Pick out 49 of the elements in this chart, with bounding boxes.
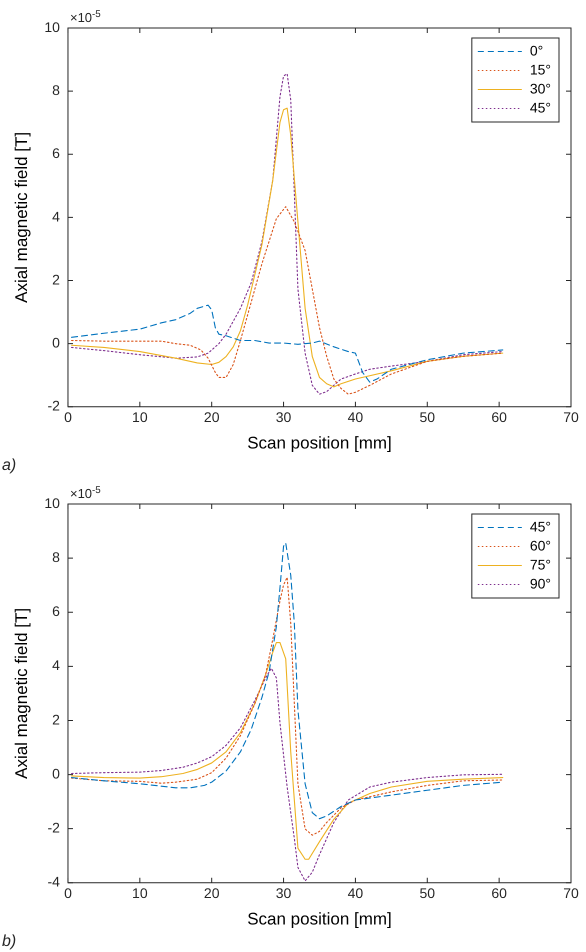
y-tick-label: 10 bbox=[44, 18, 60, 35]
x-tick-label: 0 bbox=[64, 885, 72, 902]
x-tick-label: 40 bbox=[348, 885, 364, 902]
x-tick-label: 50 bbox=[419, 409, 436, 426]
text: b) bbox=[2, 933, 16, 950]
text: a) bbox=[2, 457, 16, 474]
y-tick-label: 10 bbox=[44, 494, 60, 511]
y-tick-label: 4 bbox=[52, 208, 60, 224]
line-series bbox=[71, 304, 504, 383]
y-axis-title: Axial magnetic field [T] bbox=[12, 608, 31, 779]
x-axis-title: Scan position [mm] bbox=[247, 909, 392, 928]
x-tick-label: 10 bbox=[132, 885, 148, 902]
x-tick-label: 70 bbox=[563, 885, 579, 902]
x-tick-label: 30 bbox=[276, 885, 292, 902]
legend-label: 30° bbox=[530, 80, 551, 96]
line-series bbox=[71, 668, 504, 882]
y-tick-label: -2 bbox=[48, 820, 60, 836]
x-tick-label: 30 bbox=[276, 409, 292, 426]
x-tick-label: 0 bbox=[64, 409, 72, 426]
y-tick-label: 2 bbox=[52, 271, 60, 288]
x-tick-label: 40 bbox=[348, 409, 364, 426]
x-tick-label: 50 bbox=[419, 885, 436, 902]
x-tick-label: 70 bbox=[563, 409, 579, 426]
x-tick-label: 10 bbox=[132, 409, 148, 426]
line-series bbox=[71, 576, 504, 836]
y-tick-label: -4 bbox=[48, 874, 60, 890]
y-tick-label: 8 bbox=[52, 548, 60, 565]
x-tick-label: 20 bbox=[204, 409, 220, 426]
line-series bbox=[71, 206, 504, 395]
y-tick-label: 8 bbox=[52, 82, 60, 98]
legend-label: 0° bbox=[530, 42, 544, 58]
x-axis-title: Scan position [mm] bbox=[247, 433, 392, 452]
legend-label: 15° bbox=[530, 61, 551, 78]
legend-label: 60° bbox=[530, 537, 551, 554]
y-tick-label: -2 bbox=[48, 398, 60, 414]
y-tick-label: 6 bbox=[52, 145, 60, 162]
legend-label: 45° bbox=[530, 518, 551, 534]
x-tick-label: 60 bbox=[491, 885, 508, 902]
y-tick-label: 4 bbox=[52, 657, 60, 674]
legend-label: 90° bbox=[530, 575, 551, 592]
y-axis-title: Axial magnetic field [T] bbox=[12, 132, 31, 303]
y-tick-label: 6 bbox=[52, 603, 60, 620]
x-tick-label: 20 bbox=[204, 885, 220, 902]
legend-label: 75° bbox=[530, 556, 551, 572]
y-tick-label: 0 bbox=[52, 334, 60, 351]
y-tick-label: 2 bbox=[52, 711, 60, 728]
legend-label: 45° bbox=[530, 99, 551, 116]
x-tick-label: 60 bbox=[491, 409, 508, 426]
y-tick-label: 0 bbox=[52, 765, 60, 782]
